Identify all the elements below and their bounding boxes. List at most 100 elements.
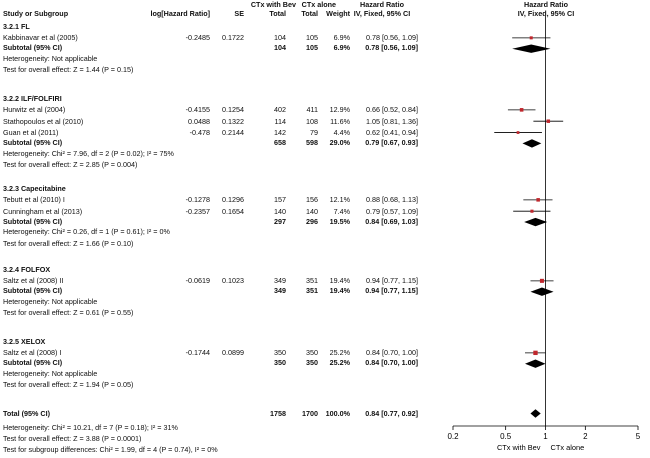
subtotal-total-alone: 105 bbox=[306, 43, 318, 53]
total-ci: 0.84 [0.77, 0.92] bbox=[365, 409, 418, 418]
subtotal-total-bev: 350 bbox=[274, 358, 286, 368]
study-weight: 25.2% bbox=[329, 348, 350, 358]
study-se: 0.1722 bbox=[222, 33, 244, 43]
subtotal-weight: 29.0% bbox=[329, 137, 350, 147]
study-weight: 7.4% bbox=[333, 206, 350, 216]
header-total-alone: Total bbox=[301, 9, 318, 18]
total-label: Total (95% CI) bbox=[3, 409, 50, 418]
study-weight: 11.6% bbox=[330, 116, 350, 126]
study-marker bbox=[519, 108, 524, 112]
header-hr-right: Hazard Ratio bbox=[524, 0, 568, 9]
subtotal-ci: 0.78 [0.56, 1.09] bbox=[365, 43, 418, 53]
subgroup-title: 3.2.1 FL bbox=[3, 22, 30, 31]
x-tick-label: 0.5 bbox=[500, 432, 512, 441]
overall-effect-test: Test for overall effect: Z = 0.61 (P = 0… bbox=[3, 308, 134, 318]
subtotal-ci: 0.79 [0.67, 0.93] bbox=[365, 137, 418, 147]
study-loghr: 0.0488 bbox=[188, 116, 210, 126]
study-loghr: -0.2357 bbox=[185, 206, 210, 216]
study-weight: 12.1% bbox=[329, 195, 350, 205]
header-total-bev: Total bbox=[269, 9, 286, 18]
study-se: 0.1654 bbox=[222, 206, 244, 216]
subtotal-total-bev: 104 bbox=[274, 43, 286, 53]
study-name: Guan et al (2011) bbox=[3, 128, 59, 138]
subtotal-total-alone: 350 bbox=[306, 358, 318, 368]
subgroup-title: 3.2.3 Capecitabine bbox=[3, 184, 66, 193]
subtotal-total-bev: 297 bbox=[274, 216, 286, 226]
study-marker bbox=[533, 350, 538, 356]
subgroup-differences: Test for subgroup differences: Chi² = 1.… bbox=[3, 445, 218, 454]
overall-effect-test: Test for overall effect: Z = 1.66 (P = 0… bbox=[3, 238, 134, 248]
subgroup-title: 3.2.4 FOLFOX bbox=[3, 265, 51, 274]
x-label-favours-alone: CTx alone bbox=[551, 443, 585, 452]
study-total-bev: 140 bbox=[274, 206, 286, 216]
study-total-alone: 105 bbox=[306, 33, 318, 43]
heterogeneity: Heterogeneity: Not applicable bbox=[3, 369, 98, 379]
study-total-bev: 157 bbox=[274, 195, 286, 205]
study-loghr: -0.1744 bbox=[185, 348, 210, 358]
header-study: Study or Subgroup bbox=[3, 9, 69, 18]
overall-effect-test: Test for overall effect: Z = 1.94 (P = 0… bbox=[3, 380, 134, 390]
study-loghr: -0.4155 bbox=[185, 105, 210, 115]
total-bev: 1758 bbox=[270, 409, 286, 418]
x-tick-label: 2 bbox=[583, 432, 588, 441]
header-ci-right: IV, Fixed, 95% CI bbox=[517, 9, 575, 18]
subtotal-total-alone: 296 bbox=[306, 216, 318, 226]
subtotal-label: Subtotal (95% CI) bbox=[3, 216, 63, 226]
subtotal-label: Subtotal (95% CI) bbox=[3, 43, 63, 53]
study-marker bbox=[539, 278, 544, 283]
overall-diamond bbox=[530, 409, 541, 418]
subtotal-diamond bbox=[525, 359, 546, 368]
study-se: 0.0899 bbox=[222, 348, 244, 358]
subtotal-total-bev: 349 bbox=[274, 286, 286, 296]
study-total-bev: 349 bbox=[274, 276, 286, 286]
subtotal-total-bev: 658 bbox=[274, 137, 286, 147]
header-se: SE bbox=[234, 9, 244, 18]
x-tick-label: 0.2 bbox=[447, 432, 459, 441]
subtotal-ci: 0.84 [0.69, 1.03] bbox=[365, 216, 418, 226]
heterogeneity: Heterogeneity: Chi² = 7.96, df = 2 (P = … bbox=[3, 148, 174, 158]
study-total-bev: 402 bbox=[274, 105, 286, 115]
total-heterogeneity: Heterogeneity: Chi² = 10.21, df = 7 (P =… bbox=[3, 423, 178, 432]
header-alone: CTx alone bbox=[301, 0, 336, 9]
study-marker bbox=[529, 36, 533, 40]
study-marker bbox=[516, 131, 520, 134]
study-weight: 6.9% bbox=[333, 33, 350, 43]
study-name: Saltz et al (2008) I bbox=[3, 348, 62, 358]
total-weight: 100.0% bbox=[325, 409, 350, 418]
study-ci: 0.62 [0.41, 0.94] bbox=[366, 128, 418, 138]
subtotal-diamond bbox=[512, 44, 551, 53]
subtotal-diamond bbox=[524, 217, 548, 227]
study-weight: 12.9% bbox=[329, 105, 350, 115]
study-name: Hurwitz et al (2004) bbox=[3, 105, 66, 115]
study-total-alone: 156 bbox=[306, 195, 318, 205]
overall-effect-test: Test for overall effect: Z = 2.85 (P = 0… bbox=[3, 160, 138, 170]
subtotal-weight: 19.4% bbox=[329, 286, 350, 296]
subtotal-diamond bbox=[522, 139, 542, 148]
study-weight: 4.4% bbox=[333, 128, 350, 138]
total-overall-effect: Test for overall effect: Z = 3.88 (P = 0… bbox=[3, 434, 142, 443]
study-loghr: -0.0619 bbox=[185, 276, 210, 286]
study-total-bev: 114 bbox=[274, 116, 286, 126]
study-ci: 1.05 [0.81, 1.36] bbox=[366, 116, 418, 126]
study-total-alone: 411 bbox=[306, 105, 318, 115]
study-total-bev: 142 bbox=[274, 128, 286, 138]
subgroup-title: 3.2.5 XELOX bbox=[3, 337, 46, 346]
overall-effect-test: Test for overall effect: Z = 1.44 (P = 0… bbox=[3, 65, 134, 75]
header-bev: CTx with Bev bbox=[250, 0, 296, 9]
study-name: Stathopoulos et al (2010) bbox=[3, 116, 84, 126]
study-total-alone: 79 bbox=[310, 128, 318, 138]
study-total-bev: 350 bbox=[274, 348, 286, 358]
subgroup-title: 3.2.2 ILF/FOLFIRI bbox=[3, 94, 62, 103]
study-marker bbox=[546, 119, 551, 123]
study-total-bev: 104 bbox=[274, 33, 286, 43]
study-se: 0.1296 bbox=[222, 195, 244, 205]
study-se: 0.1023 bbox=[222, 276, 244, 286]
x-label-favours-bev: CTx with Bev bbox=[497, 443, 541, 452]
x-tick-label: 1 bbox=[543, 432, 548, 441]
subtotal-ci: 0.94 [0.77, 1.15] bbox=[365, 286, 418, 296]
study-ci: 0.94 [0.77, 1.15] bbox=[366, 276, 418, 286]
x-tick-label: 5 bbox=[636, 432, 641, 441]
study-total-alone: 351 bbox=[306, 276, 318, 286]
study-loghr: -0.1278 bbox=[185, 195, 210, 205]
